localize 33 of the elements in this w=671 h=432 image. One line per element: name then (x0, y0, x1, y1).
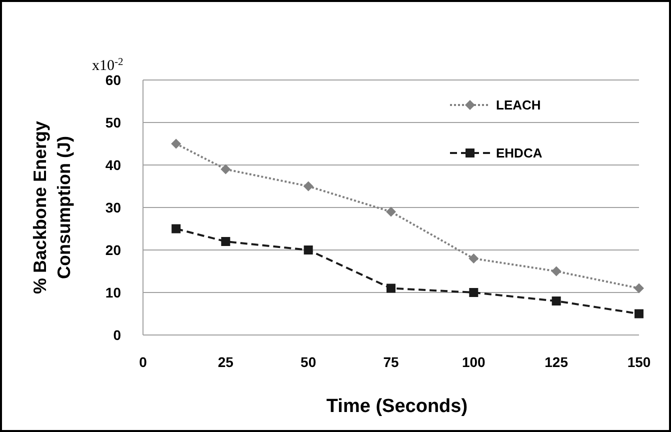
x-tick-label: 100 (462, 354, 486, 370)
point (172, 224, 181, 234)
y-tick-label: 0 (113, 326, 122, 343)
x-tick-label: 25 (218, 354, 234, 370)
y-tick-label: 50 (105, 114, 122, 130)
point (634, 309, 644, 318)
x-tick-label: 150 (627, 354, 651, 370)
x-tick-label: 125 (544, 354, 568, 370)
x-tick-label: 75 (383, 354, 399, 370)
point (469, 288, 478, 297)
y-tick-label: 60 (105, 72, 122, 88)
point (304, 246, 313, 254)
point (552, 296, 561, 306)
point (468, 254, 479, 264)
text: x10$^{-2}$ (92, 56, 124, 74)
point (220, 164, 231, 174)
point (386, 206, 396, 217)
x-axis-title: Time (Seconds) (326, 396, 468, 417)
point (551, 266, 562, 276)
y-tick-label: 30 (105, 199, 122, 216)
point (634, 283, 644, 294)
legend-label: EHDCA (496, 146, 543, 161)
y-tick-label: 40 (105, 156, 122, 173)
point (221, 237, 230, 246)
y-tick-label: 10 (105, 284, 122, 300)
y-tick-label: 20 (105, 242, 122, 258)
point (386, 284, 396, 293)
point (303, 181, 314, 192)
x-tick-label: 0 (139, 354, 148, 370)
x-tick-label: 50 (300, 354, 316, 370)
legend-label: LEACH (496, 98, 541, 113)
point (171, 138, 182, 149)
y-axis-title: % Backbone Energy Consumption (J) (30, 120, 74, 294)
